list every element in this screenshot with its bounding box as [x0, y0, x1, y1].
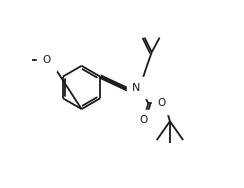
Text: N: N	[132, 83, 141, 93]
Text: O: O	[139, 115, 147, 125]
Text: O: O	[43, 55, 51, 65]
Text: O: O	[157, 98, 166, 108]
